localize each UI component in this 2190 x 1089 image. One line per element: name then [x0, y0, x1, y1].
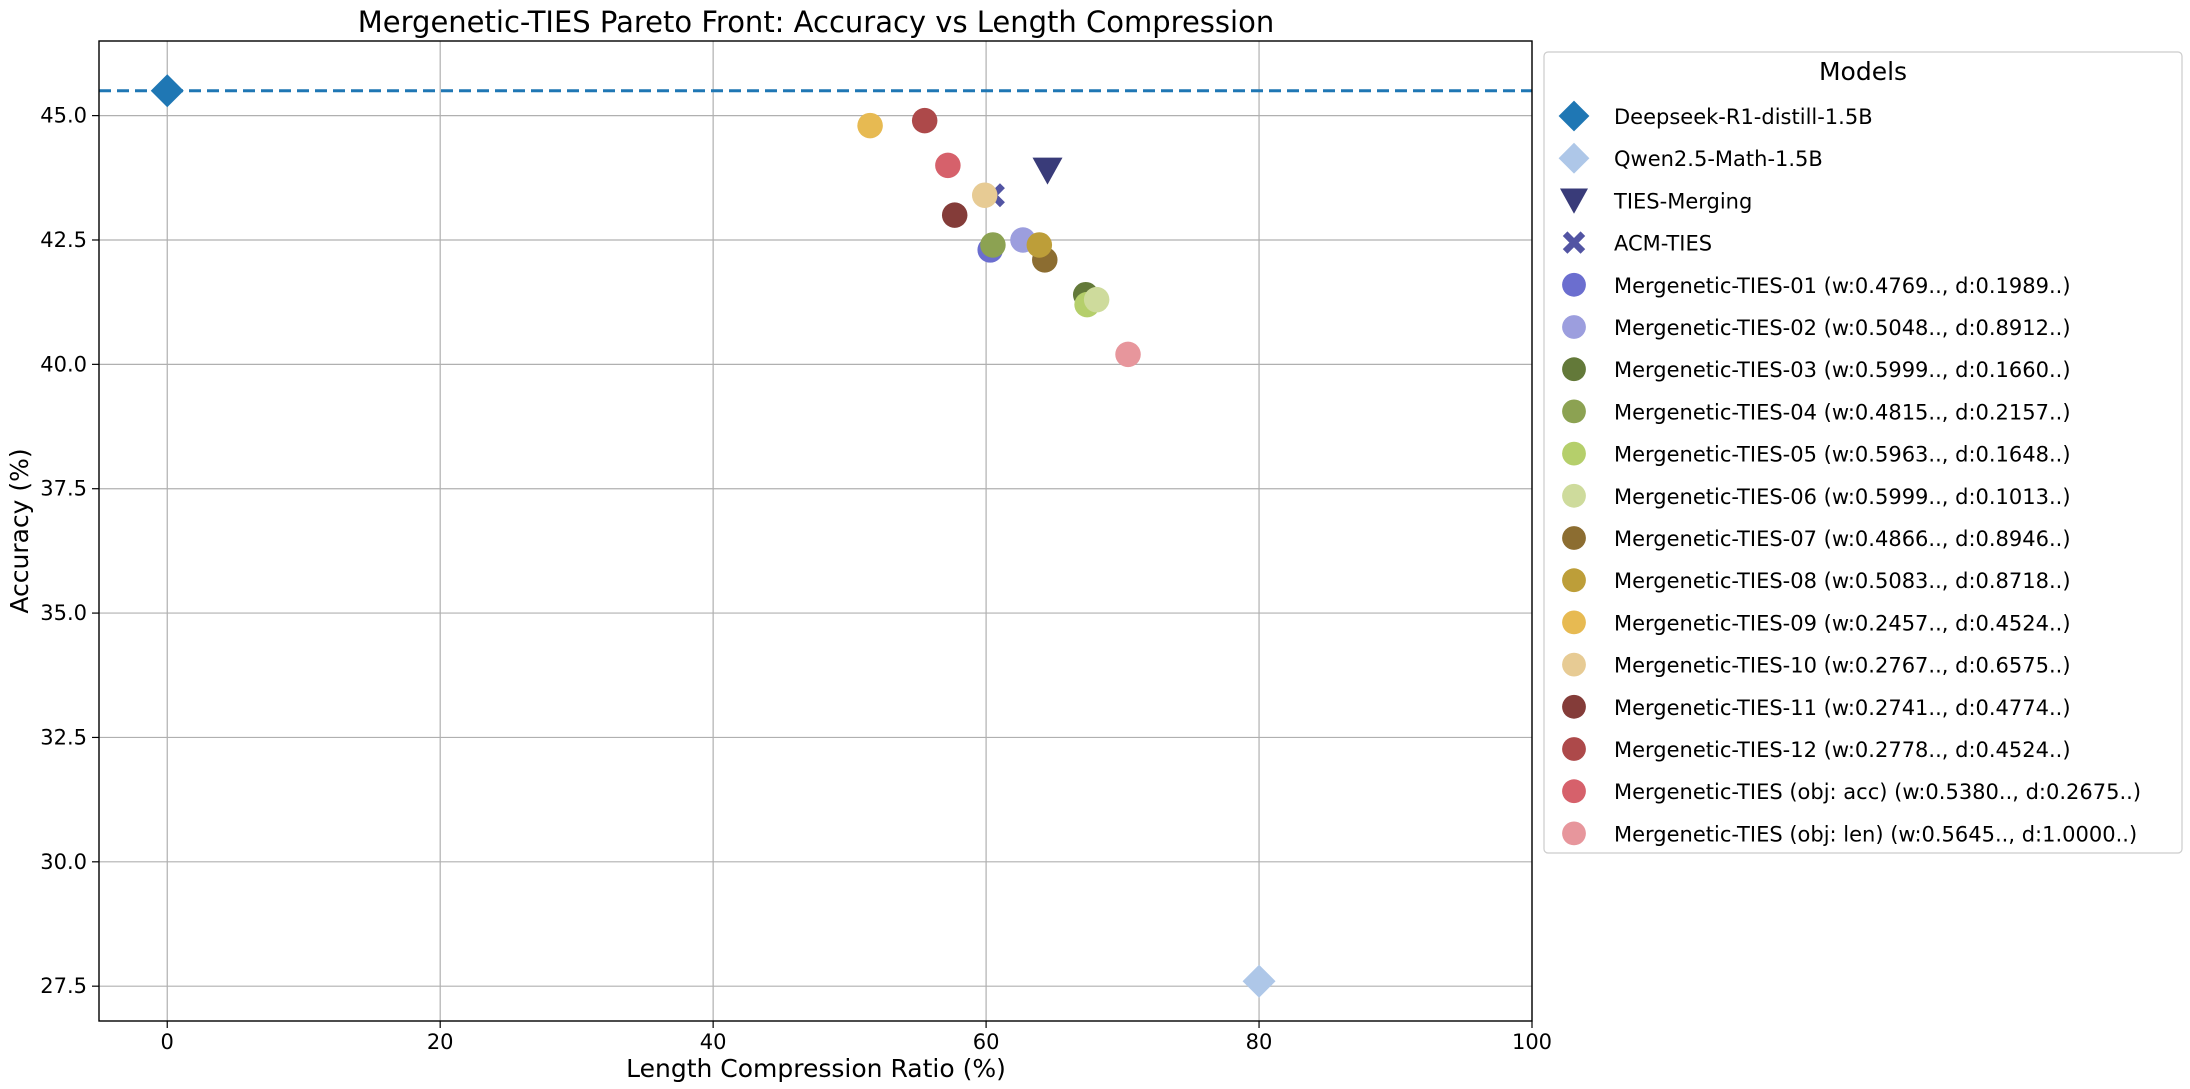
data-point-series-9	[1083, 286, 1110, 313]
legend-label-7: Mergenetic-TIES-04 (w:0.4815.., d:0.2157…	[1614, 400, 2071, 424]
y-tick-label: 32.5	[40, 725, 87, 749]
data-point-series-1	[1242, 964, 1276, 998]
legend-marker-8	[1562, 441, 1586, 466]
legend-label-16: Mergenetic-TIES (obj: acc) (w:0.5380.., …	[1614, 780, 2141, 804]
y-tick-label: 42.5	[40, 228, 87, 252]
legend-marker-2	[1560, 188, 1588, 214]
legend-label-3: ACM-TIES	[1614, 232, 1712, 256]
legend-marker-10	[1562, 526, 1586, 550]
legend-marker-11	[1562, 568, 1586, 593]
legend-marker-7	[1562, 399, 1586, 424]
y-tick-label: 45.0	[40, 104, 87, 128]
legend-box	[1543, 51, 2183, 854]
data-point-series-16	[935, 152, 961, 179]
legend-title: Models	[1819, 57, 1907, 86]
legend-label-5: Mergenetic-TIES-02 (w:0.5048.., d:0.8912…	[1614, 316, 2071, 340]
legend-marker-12	[1562, 610, 1586, 635]
data-point-series-11	[1026, 232, 1053, 258]
legend-label-14: Mergenetic-TIES-11 (w:0.2741.., d:0.4774…	[1614, 696, 2071, 720]
y-tick-label: 37.5	[40, 477, 87, 501]
legend-label-4: Mergenetic-TIES-01 (w:0.4769.., d:0.1989…	[1614, 274, 2071, 298]
x-tick-label: 60	[973, 1030, 1000, 1054]
legend-label-2: TIES-Merging	[1613, 189, 1752, 213]
legend-marker-3	[1562, 231, 1586, 254]
legend-marker-16	[1562, 779, 1586, 804]
legend-label-6: Mergenetic-TIES-03 (w:0.5999.., d:0.1660…	[1614, 358, 2071, 382]
data-point-series-17	[1115, 341, 1141, 368]
legend-marker-17	[1562, 821, 1586, 846]
legend-marker-6	[1562, 357, 1586, 382]
y-tick-label: 35.0	[40, 601, 87, 625]
data-point-series-7	[980, 232, 1006, 258]
legend-label-11: Mergenetic-TIES-08 (w:0.5083.., d:0.8718…	[1614, 569, 2071, 593]
y-tick-label: 30.0	[40, 850, 87, 874]
y-axis-label: Accuracy (%)	[5, 448, 34, 613]
grid-lines	[99, 41, 1533, 1021]
legend-marker-1	[1558, 142, 1590, 174]
x-axis-label: Length Compression Ratio (%)	[626, 1054, 1006, 1083]
data-points	[150, 74, 1276, 998]
legend-marker-13	[1562, 652, 1586, 677]
x-tick-label: 0	[161, 1030, 174, 1054]
legend-marker-9	[1562, 483, 1586, 508]
legend-label-1: Qwen2.5-Math-1.5B	[1614, 147, 1823, 171]
data-point-series-14	[941, 202, 968, 228]
plot-frame	[98, 40, 1533, 1022]
legend-marker-5	[1562, 315, 1586, 339]
data-point-series-2	[1032, 157, 1063, 185]
y-axis-ticks: 27.5 30.0 32.5 35.0 37.5 40.0 42.5 45.0	[40, 104, 99, 998]
legend-label-9: Mergenetic-TIES-06 (w:0.5999.., d:0.1013…	[1614, 485, 2071, 509]
legend: Models Deepseek-R1-distill-1.5B Qwen2.5-M…	[1543, 51, 2183, 854]
x-tick-label: 20	[427, 1030, 454, 1054]
legend-marker-0	[1558, 100, 1590, 132]
legend-marker-15	[1562, 737, 1586, 761]
data-point-series-0	[150, 74, 184, 108]
legend-label-8: Mergenetic-TIES-05 (w:0.5963.., d:0.1648…	[1614, 443, 2071, 467]
x-tick-label: 40	[700, 1030, 727, 1054]
x-tick-label: 80	[1246, 1030, 1273, 1054]
x-axis-ticks: 0 20 40 60 80 100	[161, 1021, 1552, 1054]
chart-title: Mergenetic-TIES Pareto Front: Accuracy v…	[358, 5, 1274, 39]
legend-label-10: Mergenetic-TIES-07 (w:0.4866.., d:0.8946…	[1614, 527, 2071, 551]
legend-marker-14	[1562, 694, 1586, 719]
legend-items: Deepseek-R1-distill-1.5B Qwen2.5-Math-1.5…	[1558, 100, 2141, 846]
legend-label-17: Mergenetic-TIES (obj: len) (w:0.5645.., …	[1614, 822, 2137, 846]
data-point-series-12	[857, 112, 883, 139]
y-tick-label: 27.5	[40, 974, 87, 998]
legend-label-13: Mergenetic-TIES-10 (w:0.2767.., d:0.6575…	[1614, 654, 2071, 678]
legend-label-12: Mergenetic-TIES-09 (w:0.2457.., d:0.4524…	[1614, 611, 2071, 635]
legend-marker-4	[1562, 272, 1586, 297]
data-point-series-13	[971, 182, 998, 208]
legend-label-0: Deepseek-R1-distill-1.5B	[1614, 105, 1873, 129]
y-tick-label: 40.0	[40, 352, 87, 376]
data-point-series-15	[911, 107, 938, 134]
legend-label-15: Mergenetic-TIES-12 (w:0.2778.., d:0.4524…	[1614, 738, 2071, 762]
x-tick-label: 100	[1512, 1030, 1552, 1054]
